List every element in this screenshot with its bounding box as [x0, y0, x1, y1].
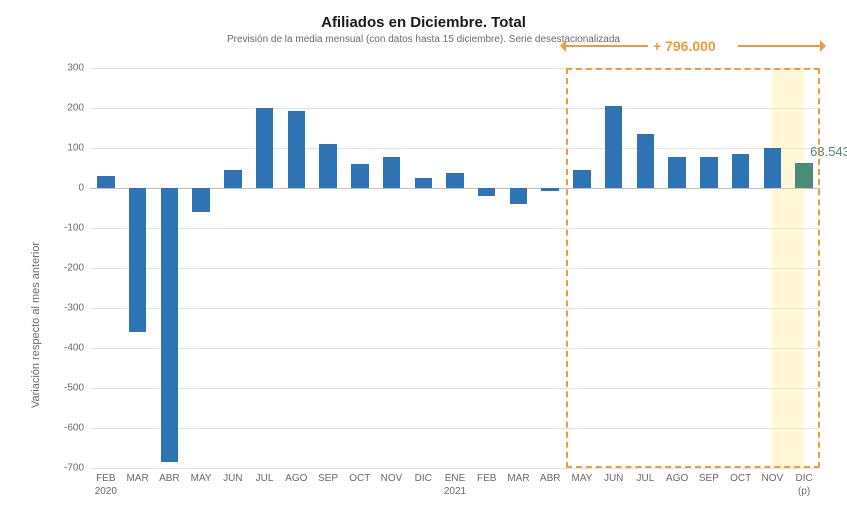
y-tick-label: 0	[44, 183, 90, 194]
bar	[129, 188, 146, 332]
bar	[478, 188, 495, 196]
bar	[256, 108, 273, 188]
arrow-head-right-icon	[820, 40, 826, 52]
bar	[97, 176, 114, 188]
y-tick-label: 300	[44, 63, 90, 74]
bar	[319, 144, 336, 188]
y-tick-label: -300	[44, 303, 90, 314]
arrow-head-left-icon	[560, 40, 566, 52]
plot-area: -700-600-500-400-300-200-1000100200300FE…	[90, 68, 820, 468]
y-tick-label: -200	[44, 263, 90, 274]
bar	[351, 164, 368, 188]
y-tick-label: 100	[44, 143, 90, 154]
bar	[161, 188, 178, 462]
y-tick-label: -500	[44, 383, 90, 394]
bar	[446, 173, 463, 188]
y-tick-label: 200	[44, 103, 90, 114]
x-year-label: (p)	[774, 468, 834, 497]
x-year-label: 2021	[425, 468, 485, 497]
bar	[192, 188, 209, 212]
y-axis-label: Variación respecto al mes anterior	[30, 242, 42, 408]
chart-title: Afiliados en Diciembre. Total	[0, 14, 847, 31]
bar	[383, 157, 400, 188]
y-tick-label: -100	[44, 223, 90, 234]
bar	[415, 178, 432, 188]
bar	[541, 188, 558, 191]
highlight-box	[566, 68, 820, 468]
bar	[224, 170, 241, 188]
bar	[288, 111, 305, 188]
highlight-label: + 796.000	[653, 38, 716, 54]
x-year-label: 2020	[76, 468, 136, 497]
bar-data-label: 63.543	[810, 144, 847, 159]
y-tick-label: -400	[44, 343, 90, 354]
y-tick-label: -600	[44, 423, 90, 434]
bar	[510, 188, 527, 204]
